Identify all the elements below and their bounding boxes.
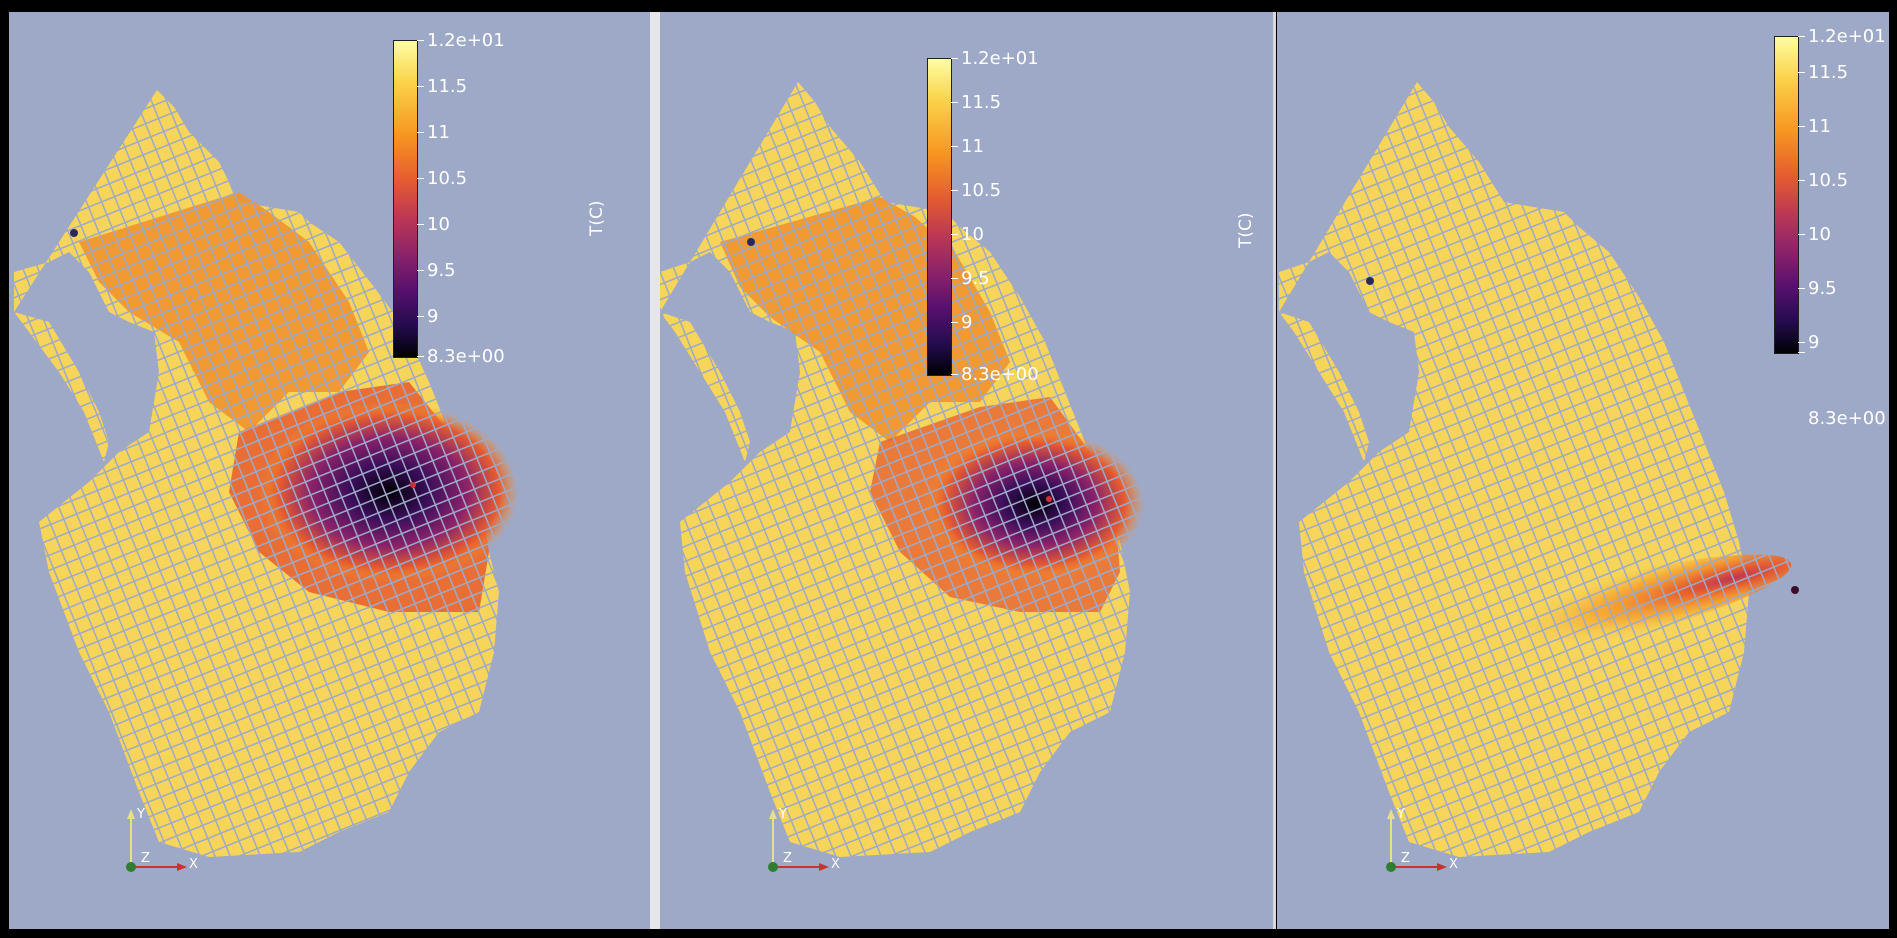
colorbar-1-label-11: 11 bbox=[427, 122, 450, 143]
orientation-axes-1: Y Z X bbox=[121, 805, 211, 885]
orientation-axes-3: Y Z X bbox=[1381, 805, 1471, 885]
axis-y-label: Y bbox=[137, 807, 145, 822]
colorbar-2-label-9-5: 9.5 bbox=[961, 268, 990, 289]
colorbar-2-label-11-5: 11.5 bbox=[961, 92, 1002, 113]
colorbar-3 bbox=[1774, 36, 1799, 354]
colorbar-1-label-9-5: 9.5 bbox=[427, 260, 456, 281]
render-view-3[interactable]: 1.2e+01 11.5 11 10.5 10 9.5 9 8.3e+00 Y … bbox=[1277, 12, 1889, 929]
axis-x-label: X bbox=[1449, 857, 1458, 872]
colorbar-3-label-11: 11 bbox=[1808, 116, 1831, 137]
colorbar-1-label-9: 9 bbox=[427, 306, 439, 327]
colorbar-2-label-11: 11 bbox=[961, 136, 984, 157]
axis-z-label: Z bbox=[1401, 851, 1410, 866]
axis-z-label: Z bbox=[141, 851, 150, 866]
mesh-plot-1 bbox=[9, 12, 650, 929]
mesh-shape-2 bbox=[660, 12, 1273, 929]
axis-z-label: Z bbox=[783, 851, 792, 866]
colorbar-2-label-10-5: 10.5 bbox=[961, 180, 1002, 201]
colorbar-1-label-11-5: 11.5 bbox=[427, 76, 468, 97]
render-view-1[interactable]: 1.2e+01 11.5 11 10.5 10 9.5 9 8.3e+00 T(… bbox=[9, 12, 650, 929]
view-splitter-1[interactable] bbox=[650, 12, 660, 929]
render-view-2[interactable]: 1.2e+01 11.5 11 10.5 10 9.5 9 8.3e+00 T(… bbox=[660, 12, 1273, 929]
colorbar-3-label-max: 1.2e+01 bbox=[1808, 26, 1886, 47]
axis-x-label: X bbox=[189, 857, 198, 872]
colorbar-3-label-9-5: 9.5 bbox=[1808, 278, 1837, 299]
colorbar-3-label-9: 9 bbox=[1808, 332, 1820, 353]
colorbar-2-label-min: 8.3e+00 bbox=[961, 364, 1039, 385]
colorbar-3-label-11-5: 11.5 bbox=[1808, 62, 1849, 83]
mesh-shape-3 bbox=[1277, 12, 1889, 929]
colorbar-1-title: T(C) bbox=[587, 200, 607, 236]
orientation-axes-2: Y Z X bbox=[763, 805, 853, 885]
colorbar-2-label-9: 9 bbox=[961, 312, 973, 333]
colorbar-2-label-10: 10 bbox=[961, 224, 984, 245]
colorbar-1-label-max: 1.2e+01 bbox=[427, 30, 505, 51]
colorbar-3-label-min: 8.3e+00 bbox=[1808, 408, 1886, 429]
axis-x-label: X bbox=[831, 857, 840, 872]
colorbar-1-label-10-5: 10.5 bbox=[427, 168, 468, 189]
colorbar-2-title: T(C) bbox=[1236, 212, 1256, 248]
axis-y-label: Y bbox=[1397, 807, 1405, 822]
colorbar-3-label-10: 10 bbox=[1808, 224, 1831, 245]
colorbar-2 bbox=[927, 58, 952, 376]
view-splitter-2[interactable] bbox=[1273, 12, 1276, 929]
colorbar-1-label-min: 8.3e+00 bbox=[427, 346, 505, 367]
colorbar-1-label-10: 10 bbox=[427, 214, 450, 235]
mesh-plot-2 bbox=[660, 12, 1273, 929]
colorbar-3-label-10-5: 10.5 bbox=[1808, 170, 1849, 191]
mesh-plot-3 bbox=[1277, 12, 1889, 929]
colorbar-2-label-max: 1.2e+01 bbox=[961, 48, 1039, 69]
axis-y-label: Y bbox=[779, 807, 787, 822]
colorbar-1 bbox=[393, 40, 418, 358]
mesh-shape-1 bbox=[9, 12, 650, 929]
